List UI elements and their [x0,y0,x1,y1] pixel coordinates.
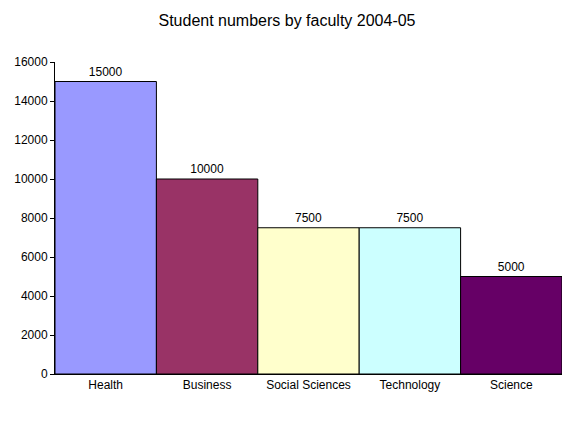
svg-text:12000: 12000 [14,133,48,147]
svg-text:5000: 5000 [498,260,525,274]
svg-text:Social Sciences: Social Sciences [266,378,351,392]
svg-text:Science: Science [490,378,533,392]
svg-text:10000: 10000 [14,172,48,186]
svg-text:Technology: Technology [380,378,441,392]
svg-text:10000: 10000 [190,162,224,176]
svg-text:Business: Business [183,378,232,392]
svg-text:6000: 6000 [21,250,48,264]
svg-text:7500: 7500 [396,211,423,225]
svg-text:14000: 14000 [14,94,48,108]
svg-text:2000: 2000 [21,328,48,342]
svg-text:0: 0 [41,367,48,381]
svg-text:4000: 4000 [21,289,48,303]
svg-text:7500: 7500 [295,211,322,225]
svg-text:16000: 16000 [14,55,48,69]
svg-text:Health: Health [88,378,123,392]
svg-text:8000: 8000 [21,211,48,225]
svg-text:15000: 15000 [89,65,123,79]
svg-text:Student numbers by faculty 200: Student numbers by faculty 2004-05 [158,12,415,29]
